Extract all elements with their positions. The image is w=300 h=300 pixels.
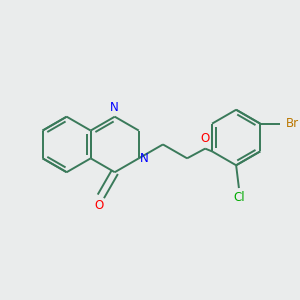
Text: O: O <box>95 199 104 212</box>
Text: N: N <box>140 152 149 165</box>
Text: Br: Br <box>286 117 299 130</box>
Text: O: O <box>200 132 210 145</box>
Text: N: N <box>110 101 119 115</box>
Text: Cl: Cl <box>233 191 245 204</box>
